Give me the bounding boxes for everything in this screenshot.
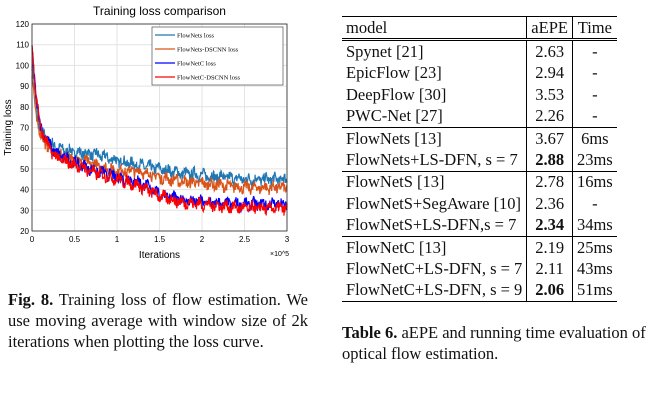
- aepe-cell: 2.94: [526, 62, 573, 85]
- y-tick-label: 100: [16, 61, 30, 70]
- model-cell: FlowNets+LS-DFN, s = 7: [346, 150, 518, 170]
- legend: [151, 26, 284, 86]
- aepe-table: model aEPE Time Spynet [21] 2.63- EpicFlow [2…: [342, 15, 617, 303]
- y-tick-label: 110: [16, 41, 29, 50]
- model-cell: FlowNetC [13]: [342, 235, 527, 259]
- y-tick-label: 70: [20, 124, 29, 133]
- aepe-cell: 2.78: [526, 170, 573, 194]
- x-tick-label: 1.5: [154, 235, 166, 244]
- x-tick-label: 0.5: [69, 235, 81, 244]
- column-header: Time: [571, 15, 617, 42]
- time-cell: 51ms: [571, 279, 617, 303]
- column-header: model: [342, 15, 527, 42]
- aepe-cell: 2.34: [526, 214, 573, 237]
- model-cell: PWC-Net [27]: [346, 106, 443, 126]
- table-row: Spynet [21] 2.63-: [342, 39, 617, 63]
- y-tick-label: 60: [20, 144, 29, 153]
- x-tick-label: 3: [285, 235, 290, 244]
- aepe-cell: 2.88: [526, 149, 573, 172]
- legend-label: FlowNetC loss: [177, 61, 216, 68]
- figure-caption-text: Training loss of flow estimation. We use…: [8, 290, 308, 351]
- plot-frame: [31, 23, 288, 232]
- model-cell: DeepFlow [30]: [346, 84, 447, 104]
- time-cell: 25ms: [571, 235, 617, 259]
- time-cell: -: [571, 193, 617, 215]
- legend-label: FlowNets loss: [177, 33, 214, 40]
- aepe-cell: 2.36: [526, 193, 573, 215]
- aepe-cell: 2.19: [526, 235, 573, 259]
- legend-label: FlowNetC-DSCNN loss: [177, 75, 240, 82]
- time-cell: 43ms: [571, 258, 617, 280]
- y-axis-label: Training loss: [3, 99, 14, 155]
- model-cell: FlowNetS+LS-DFN,s = 7: [346, 215, 517, 235]
- table-row: FlowNetS+LS-DFN,s = 7 2.34 34ms: [342, 214, 617, 237]
- table-row: FlowNetS [13] 2.78 16ms: [342, 170, 617, 194]
- x-axis-label: Iterations: [139, 250, 180, 261]
- x-tick-label: 2.5: [239, 235, 251, 244]
- y-tick-label: 120: [16, 20, 30, 29]
- y-tick-label: 80: [20, 103, 29, 112]
- aepe-cell: 3.67: [526, 126, 573, 150]
- aepe-cell: 2.63: [526, 39, 573, 63]
- x-tick-label: 2: [200, 235, 205, 244]
- table-header-row: model aEPE Time: [342, 15, 617, 42]
- time-cell: -: [571, 39, 617, 63]
- table-row: EpicFlow [23] 2.94-: [342, 62, 617, 85]
- x-tick-label: 1: [115, 235, 120, 244]
- y-tick-label: 90: [20, 82, 29, 91]
- model-cell: FlowNetC+LS-DFN, s = 9: [342, 279, 527, 303]
- time-cell: -: [571, 84, 617, 106]
- table-row: FlowNetC+LS-DFN, s = 7 2.11 43ms: [342, 258, 617, 280]
- aepe-cell: 2.06: [526, 279, 573, 303]
- y-tick-label: 20: [20, 227, 29, 236]
- table-caption: Table 6. aEPE and running time evaluatio…: [342, 322, 652, 364]
- model-cell: FlowNetS+SegAware [10]: [346, 193, 522, 213]
- table-row: FlowNets+LS-DFN, s = 7 2.88 23ms: [342, 149, 617, 172]
- time-cell: 6ms: [571, 126, 617, 150]
- time-cell: 23ms: [571, 149, 617, 172]
- chart-title: Training loss comparison: [93, 4, 226, 18]
- table-row: FlowNetC+LS-DFN, s = 9 2.06 51ms: [342, 279, 617, 303]
- model-cell: EpicFlow [23]: [346, 63, 442, 83]
- training-loss-chart: 20 30 40 50 60 70 80 90 100 110 120 0 0.5 1 1.5 2 2.5 3 Tr…: [3, 4, 290, 261]
- time-cell: 16ms: [571, 170, 617, 194]
- aepe-cell: 3.53: [526, 84, 573, 106]
- x-multiplier: ×10^5: [270, 251, 289, 258]
- figure-caption: Fig. 8. Training loss of flow estimation…: [8, 289, 308, 352]
- table-caption-text: aEPE and running time evaluation of opti…: [342, 323, 646, 363]
- time-cell: 34ms: [571, 214, 617, 237]
- y-tick-label: 30: [20, 206, 29, 215]
- table-label: Table 6.: [342, 323, 398, 342]
- model-cell: FlowNetC+LS-DFN, s = 7: [346, 258, 523, 278]
- table-row: PWC-Net [27] 2.26-: [342, 105, 617, 128]
- aepe-cell: 2.26: [526, 105, 573, 128]
- column-header: aEPE: [526, 15, 573, 42]
- time-cell: -: [571, 62, 617, 85]
- series-line-flownetc-dscnn-loss: [31, 45, 288, 216]
- y-tick-label: 50: [20, 165, 29, 174]
- table-row: DeepFlow [30] 3.53-: [342, 84, 617, 106]
- table-row: FlowNets [13] 3.67 6ms: [342, 126, 617, 150]
- table-row: FlowNetS+SegAware [10] 2.36-: [342, 193, 617, 215]
- aepe-cell: 2.11: [526, 258, 573, 280]
- table-row: FlowNetC [13] 2.19 25ms: [342, 235, 617, 259]
- legend-label: FlowNets-DSCNN loss: [177, 47, 239, 54]
- y-tick-label: 40: [20, 186, 29, 195]
- model-cell: Spynet [21]: [346, 42, 424, 62]
- time-cell: -: [571, 105, 617, 128]
- model-cell: FlowNets [13]: [342, 126, 527, 150]
- figure-label: Fig. 8.: [8, 290, 54, 309]
- x-tick-label: 0: [30, 235, 35, 244]
- model-cell: FlowNetS [13]: [342, 170, 527, 194]
